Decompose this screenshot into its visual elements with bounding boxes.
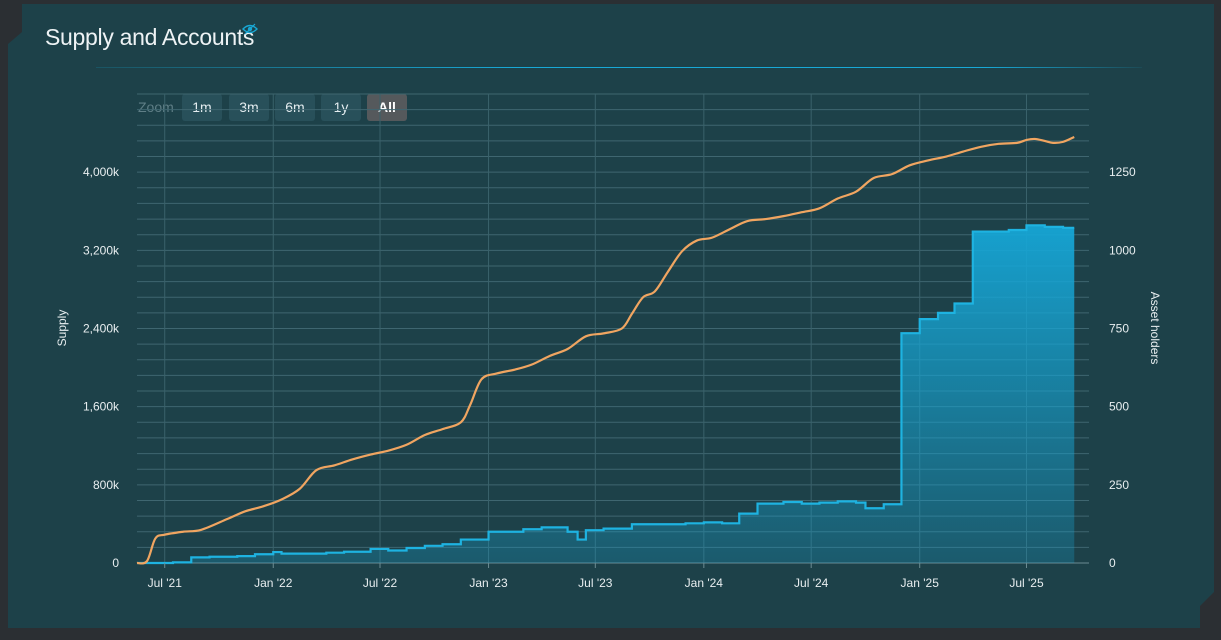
zoom-6m-button[interactable]: 6m [275,94,315,121]
x-tick-label: Jul '25 [1009,576,1044,590]
eye-icon[interactable] [242,22,258,36]
supply-line [136,135,1075,565]
zoom-3m-button[interactable]: 3m [229,94,269,121]
holders-area [137,225,1075,563]
x-tick-label: Jul '23 [578,576,613,590]
right-tick-label: 500 [1109,400,1129,414]
zoom-1m-button[interactable]: 1m [182,94,222,121]
left-tick-label: 4,000k [83,165,120,179]
right-tick-label: 1000 [1109,243,1136,257]
right-tick-label: 250 [1109,478,1129,492]
left-tick-label: 800k [93,478,120,492]
right-axis-title: Asset holders [1148,292,1162,365]
x-tick-label: Jan '22 [254,576,293,590]
x-axis: Jul '21 Jan '22 Jul '22 Jan '23 Jul '23 Jan '… [148,563,1044,590]
left-axis-title: Supply [55,310,69,347]
x-tick-label: Jul '24 [794,576,829,590]
zoom-1y-button[interactable]: 1y [321,94,361,121]
holders-area-layer [137,224,1075,565]
x-tick-label: Jan '25 [901,576,940,590]
left-tick-label: 0 [112,556,119,570]
zoom-all-button[interactable]: All [367,94,407,121]
left-tick-label: 1,600k [83,400,120,414]
x-tick-label: Jul '21 [148,576,183,590]
left-tick-label: 3,200k [83,243,120,257]
right-y-axis: 0 250 500 750 1000 1250 [1109,165,1136,570]
x-tick-label: Jul '22 [363,576,398,590]
right-tick-label: 750 [1109,322,1129,336]
series-layer [136,135,1075,565]
right-tick-label: 0 [1109,556,1116,570]
x-tick-label: Jan '23 [469,576,508,590]
x-tick-label: Jan '24 [685,576,724,590]
holders-line [137,224,1075,565]
title-divider [96,67,1142,68]
left-tick-label: 2,400k [83,322,120,336]
left-y-axis: 0 800k 1,600k 2,400k 3,200k 4,000k [83,165,120,570]
right-tick-label: 1250 [1109,165,1136,179]
page-title: Supply and Accounts [45,24,255,50]
